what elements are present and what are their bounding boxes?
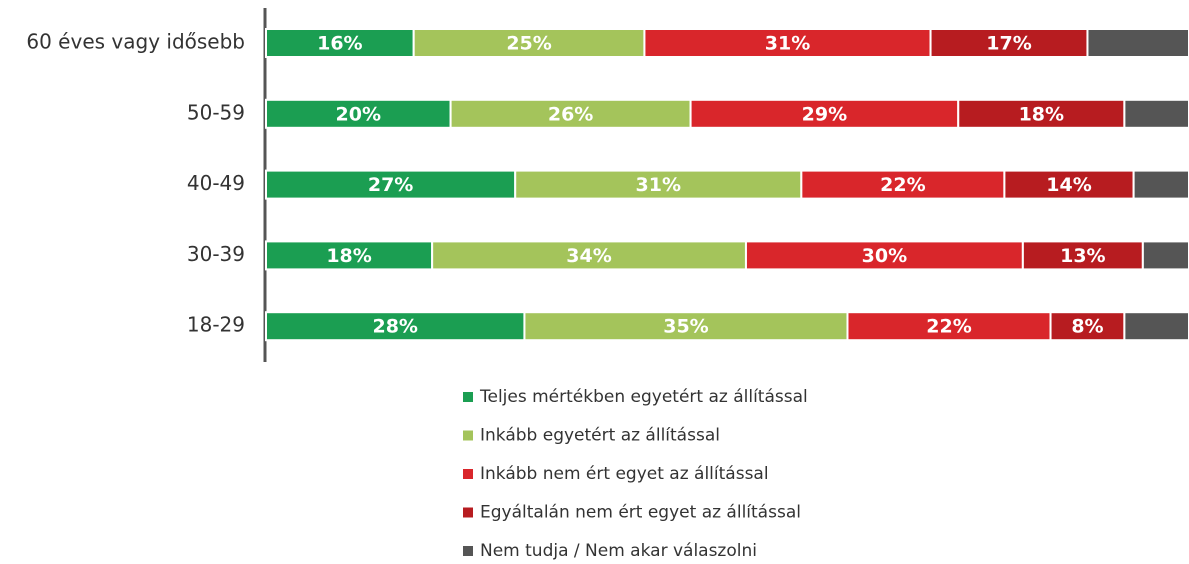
legend-label: Teljes mértékben egyetért az állítással: [479, 387, 808, 407]
value-label: 31%: [636, 174, 681, 196]
y-tick-label: 30-39: [187, 242, 245, 266]
legend-label: Nem tudja / Nem akar válaszolni: [480, 541, 757, 561]
value-label: 30%: [862, 245, 907, 267]
value-label: 28%: [372, 316, 417, 338]
y-tick-label: 50-59: [187, 100, 245, 124]
value-label: 8%: [1071, 316, 1103, 338]
value-label: 35%: [663, 316, 708, 338]
value-label: 14%: [1046, 174, 1091, 196]
value-label: 16%: [317, 33, 362, 55]
bar-segment: [744, 240, 1024, 271]
bar-segment: [846, 311, 1052, 342]
value-label: 22%: [880, 174, 925, 196]
bar-segment: [1086, 28, 1189, 58]
legend-swatch: [463, 392, 473, 402]
bar-segment: [514, 169, 803, 200]
bar-segment: [643, 28, 932, 58]
value-label: 18%: [326, 245, 371, 267]
legend-label: Inkább egyetért az állítással: [480, 426, 720, 446]
legend-label: Egyáltalán nem ért egyet az állítással: [480, 503, 801, 523]
bar-segment: [1141, 240, 1189, 271]
value-label: 17%: [986, 33, 1031, 55]
y-tick-label: 18-29: [187, 313, 245, 337]
value-label: 18%: [1019, 103, 1064, 125]
value-label: 26%: [548, 103, 593, 125]
bar-segment: [1123, 311, 1189, 342]
y-tick-label: 60 éves vagy idősebb: [26, 30, 245, 54]
legend-swatch: [463, 507, 473, 518]
bar-segment: [800, 169, 1006, 200]
bar-segment: [412, 28, 646, 58]
y-tick-label: 40-49: [187, 171, 245, 195]
bar-segment: [265, 169, 517, 200]
legend-swatch: [463, 430, 473, 441]
bar-segment: [265, 311, 526, 342]
bar-segment: [1123, 98, 1189, 129]
value-label: 22%: [926, 316, 971, 338]
value-label: 25%: [506, 33, 551, 55]
value-label: 27%: [368, 174, 413, 196]
value-label: 29%: [802, 103, 847, 125]
value-label: 31%: [765, 33, 810, 55]
value-label: 13%: [1060, 245, 1105, 267]
bar-segment: [1021, 240, 1144, 271]
value-label: 34%: [566, 245, 611, 267]
legend-swatch: [463, 546, 473, 556]
legend-label: Inkább nem ért egyet az állítással: [480, 464, 769, 484]
legend-swatch: [463, 469, 473, 479]
value-label: 20%: [336, 103, 381, 125]
bar-segment: [1132, 169, 1189, 200]
bar-segment: [1049, 311, 1126, 342]
bar-segment: [523, 311, 849, 342]
bar-segment: [431, 240, 747, 271]
